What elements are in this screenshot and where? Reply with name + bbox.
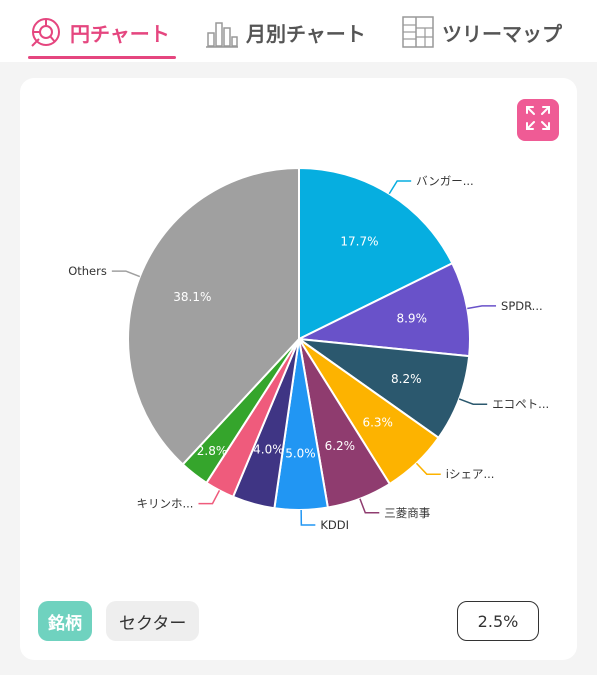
pie-chart: 17.7% バンガー... 8.9% SPDR... 8.2% エコペト... 6.3% iシ… <box>68 166 549 532</box>
expand-icon <box>524 104 552 136</box>
slice-name-label: iシェア... <box>446 467 495 481</box>
slice-name-label: キリンホ... <box>137 497 194 511</box>
slice-leader-line <box>111 270 141 278</box>
monthly-bar-chart-icon <box>204 14 240 50</box>
slice-percent-label: 38.1% <box>173 290 211 304</box>
threshold-selector[interactable]: 2.5% <box>457 601 539 641</box>
slice-leader-line <box>300 509 316 526</box>
slice-name-label: KDDI <box>320 518 349 532</box>
pie-slice[interactable] <box>295 261 471 358</box>
active-tab-indicator <box>28 56 176 59</box>
tab-pie-chart[interactable]: 円チャート <box>28 10 170 54</box>
chart-type-tabs: 円チャート 月別チャート ツリ <box>0 0 597 62</box>
slice-percent-label: 8.2% <box>391 372 422 386</box>
slice-name-label: エコペト... <box>492 397 549 411</box>
tab-monthly-chart[interactable]: 月別チャート <box>204 10 366 54</box>
slice-name-label: バンガー... <box>416 174 474 188</box>
toggle-sector-button[interactable]: セクター <box>106 601 200 641</box>
slice-name-label: SPDR... <box>501 299 543 313</box>
tab-pie-chart-label: 円チャート <box>70 21 170 46</box>
slice-percent-label: 4.0% <box>253 442 284 456</box>
slice-leader-line <box>458 398 488 405</box>
pie-slice[interactable] <box>295 337 471 440</box>
expand-button[interactable] <box>517 99 559 141</box>
slice-percent-label: 6.2% <box>325 439 356 453</box>
slice-percent-label: 8.9% <box>396 312 427 326</box>
slice-name-label: 三菱商事 <box>384 506 430 520</box>
tab-monthly-chart-label: 月別チャート <box>246 21 366 46</box>
tab-treemap[interactable]: ツリーマップ <box>400 10 562 54</box>
treemap-icon <box>400 14 436 50</box>
slice-name-label: Others <box>68 264 107 278</box>
slice-percent-label: 17.7% <box>340 235 378 249</box>
slice-percent-label: 2.8% <box>197 444 228 458</box>
pie-chart-icon <box>28 14 64 50</box>
slice-leader-line <box>467 305 497 310</box>
toggle-stock-button[interactable]: 銘柄 <box>38 601 92 641</box>
tab-treemap-label: ツリーマップ <box>442 21 562 46</box>
slice-leader-line <box>198 490 221 505</box>
chart-card: 17.7% バンガー... 8.9% SPDR... 8.2% エコペト... 6.3% iシ… <box>20 78 577 660</box>
slice-percent-label: 6.3% <box>362 415 393 429</box>
slice-leader-line <box>388 180 412 195</box>
slice-leader-line <box>415 462 441 475</box>
slice-percent-label: 5.0% <box>285 447 316 461</box>
slice-leader-line <box>359 498 380 514</box>
